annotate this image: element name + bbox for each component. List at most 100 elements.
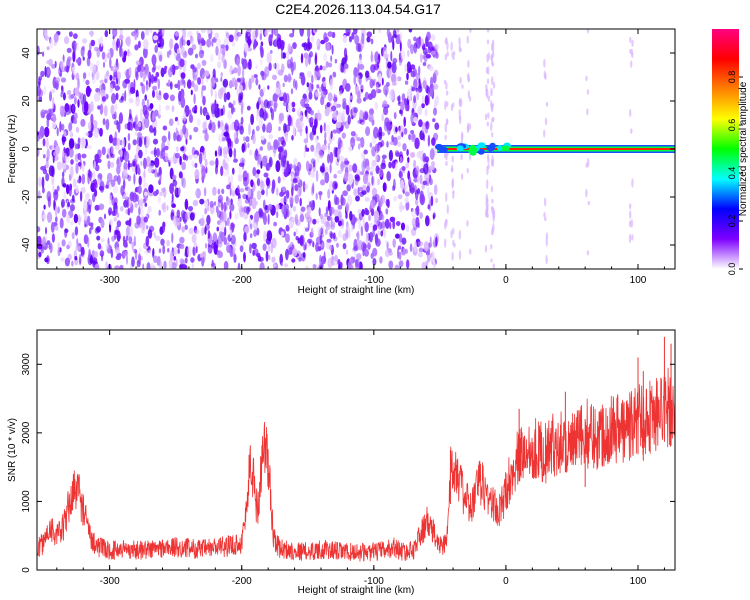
noise-speck — [398, 171, 403, 179]
noise-speck — [168, 162, 171, 167]
noise-speck — [114, 208, 118, 215]
noise-speck — [320, 39, 325, 45]
noise-speck — [431, 137, 436, 146]
noise-speck — [397, 247, 400, 259]
noise-speck — [231, 41, 236, 47]
sparse-speck — [486, 201, 489, 212]
noise-speck — [222, 78, 229, 88]
noise-speck — [37, 86, 42, 97]
noise-speck — [117, 71, 121, 80]
noise-speck — [339, 261, 343, 269]
noise-speck — [80, 246, 85, 257]
noise-speck — [158, 54, 163, 62]
noise-speck — [356, 137, 361, 142]
noise-speck — [421, 102, 425, 109]
noise-speck — [128, 235, 133, 245]
sparse-speck — [469, 29, 472, 34]
noise-speck — [325, 206, 329, 215]
noise-speck — [116, 137, 121, 146]
noise-speck — [80, 118, 86, 127]
noise-speck — [313, 147, 320, 157]
noise-speck — [280, 262, 283, 267]
noise-speck — [334, 254, 338, 262]
noise-speck — [385, 208, 389, 215]
noise-speck — [232, 247, 236, 253]
noise-speck — [247, 186, 251, 198]
noise-speck — [379, 256, 383, 264]
noise-speck — [147, 229, 153, 239]
noise-speck — [211, 259, 214, 267]
noise-speck — [370, 199, 376, 209]
noise-speck — [52, 96, 55, 109]
noise-speck — [192, 199, 199, 207]
noise-speck — [430, 34, 436, 42]
noise-speck — [399, 201, 403, 213]
noise-speck — [337, 148, 340, 160]
noise-speck — [233, 147, 237, 159]
noise-speck — [361, 152, 366, 159]
noise-speck — [418, 247, 424, 253]
noise-speck — [325, 61, 329, 68]
noise-speck — [204, 199, 208, 209]
noise-speck — [116, 220, 122, 228]
sparse-speck — [446, 204, 449, 215]
noise-speck — [286, 208, 290, 218]
noise-speck — [262, 243, 267, 251]
noise-speck — [254, 213, 257, 224]
noise-speck — [334, 58, 338, 64]
noise-speck — [71, 232, 75, 240]
noise-speck — [248, 78, 252, 90]
noise-speck — [109, 83, 114, 93]
noise-speck — [312, 218, 317, 225]
noise-speck — [320, 167, 325, 173]
noise-speck — [143, 46, 148, 59]
sparse-speck — [445, 81, 448, 90]
noise-speck — [259, 33, 262, 41]
noise-speck — [119, 98, 124, 103]
sparse-speck — [443, 151, 447, 159]
noise-speck — [188, 227, 194, 235]
noise-speck — [310, 227, 314, 237]
noise-speck — [200, 164, 205, 177]
noise-speck — [186, 79, 192, 89]
noise-speck — [422, 80, 427, 89]
noise-speck — [180, 72, 186, 79]
noise-speck — [151, 54, 157, 66]
noise-speck — [253, 229, 257, 237]
noise-speck — [190, 36, 195, 45]
noise-speck — [244, 225, 250, 234]
noise-speck — [337, 204, 343, 210]
noise-speck — [218, 145, 221, 157]
noise-speck — [59, 217, 64, 229]
noise-speck — [104, 73, 109, 84]
noise-speck — [90, 30, 93, 38]
noise-speck — [406, 72, 409, 81]
noise-speck — [181, 175, 184, 187]
noise-speck — [359, 109, 364, 121]
noise-speck — [125, 235, 129, 241]
noise-speck — [369, 231, 374, 243]
noise-speck — [142, 263, 145, 269]
noise-speck — [104, 57, 108, 63]
noise-speck — [176, 209, 181, 219]
noise-speck — [86, 56, 91, 67]
noise-speck — [432, 212, 436, 219]
noise-speck — [138, 149, 143, 159]
noise-speck — [204, 158, 208, 168]
noise-speck — [345, 104, 350, 116]
noise-speck — [153, 109, 159, 117]
sparse-speck — [631, 234, 634, 241]
noise-speck — [174, 152, 180, 159]
noise-speck — [323, 53, 327, 62]
noise-speck — [66, 244, 70, 250]
noise-speck — [153, 35, 159, 41]
noise-speck — [308, 117, 311, 123]
noise-speck — [269, 40, 273, 47]
noise-speck — [401, 131, 404, 138]
noise-speck — [414, 199, 419, 206]
noise-speck — [413, 159, 417, 169]
noise-speck — [219, 219, 225, 231]
noise-speck — [287, 102, 293, 114]
noise-speck — [127, 207, 131, 216]
noise-speck — [365, 126, 371, 137]
